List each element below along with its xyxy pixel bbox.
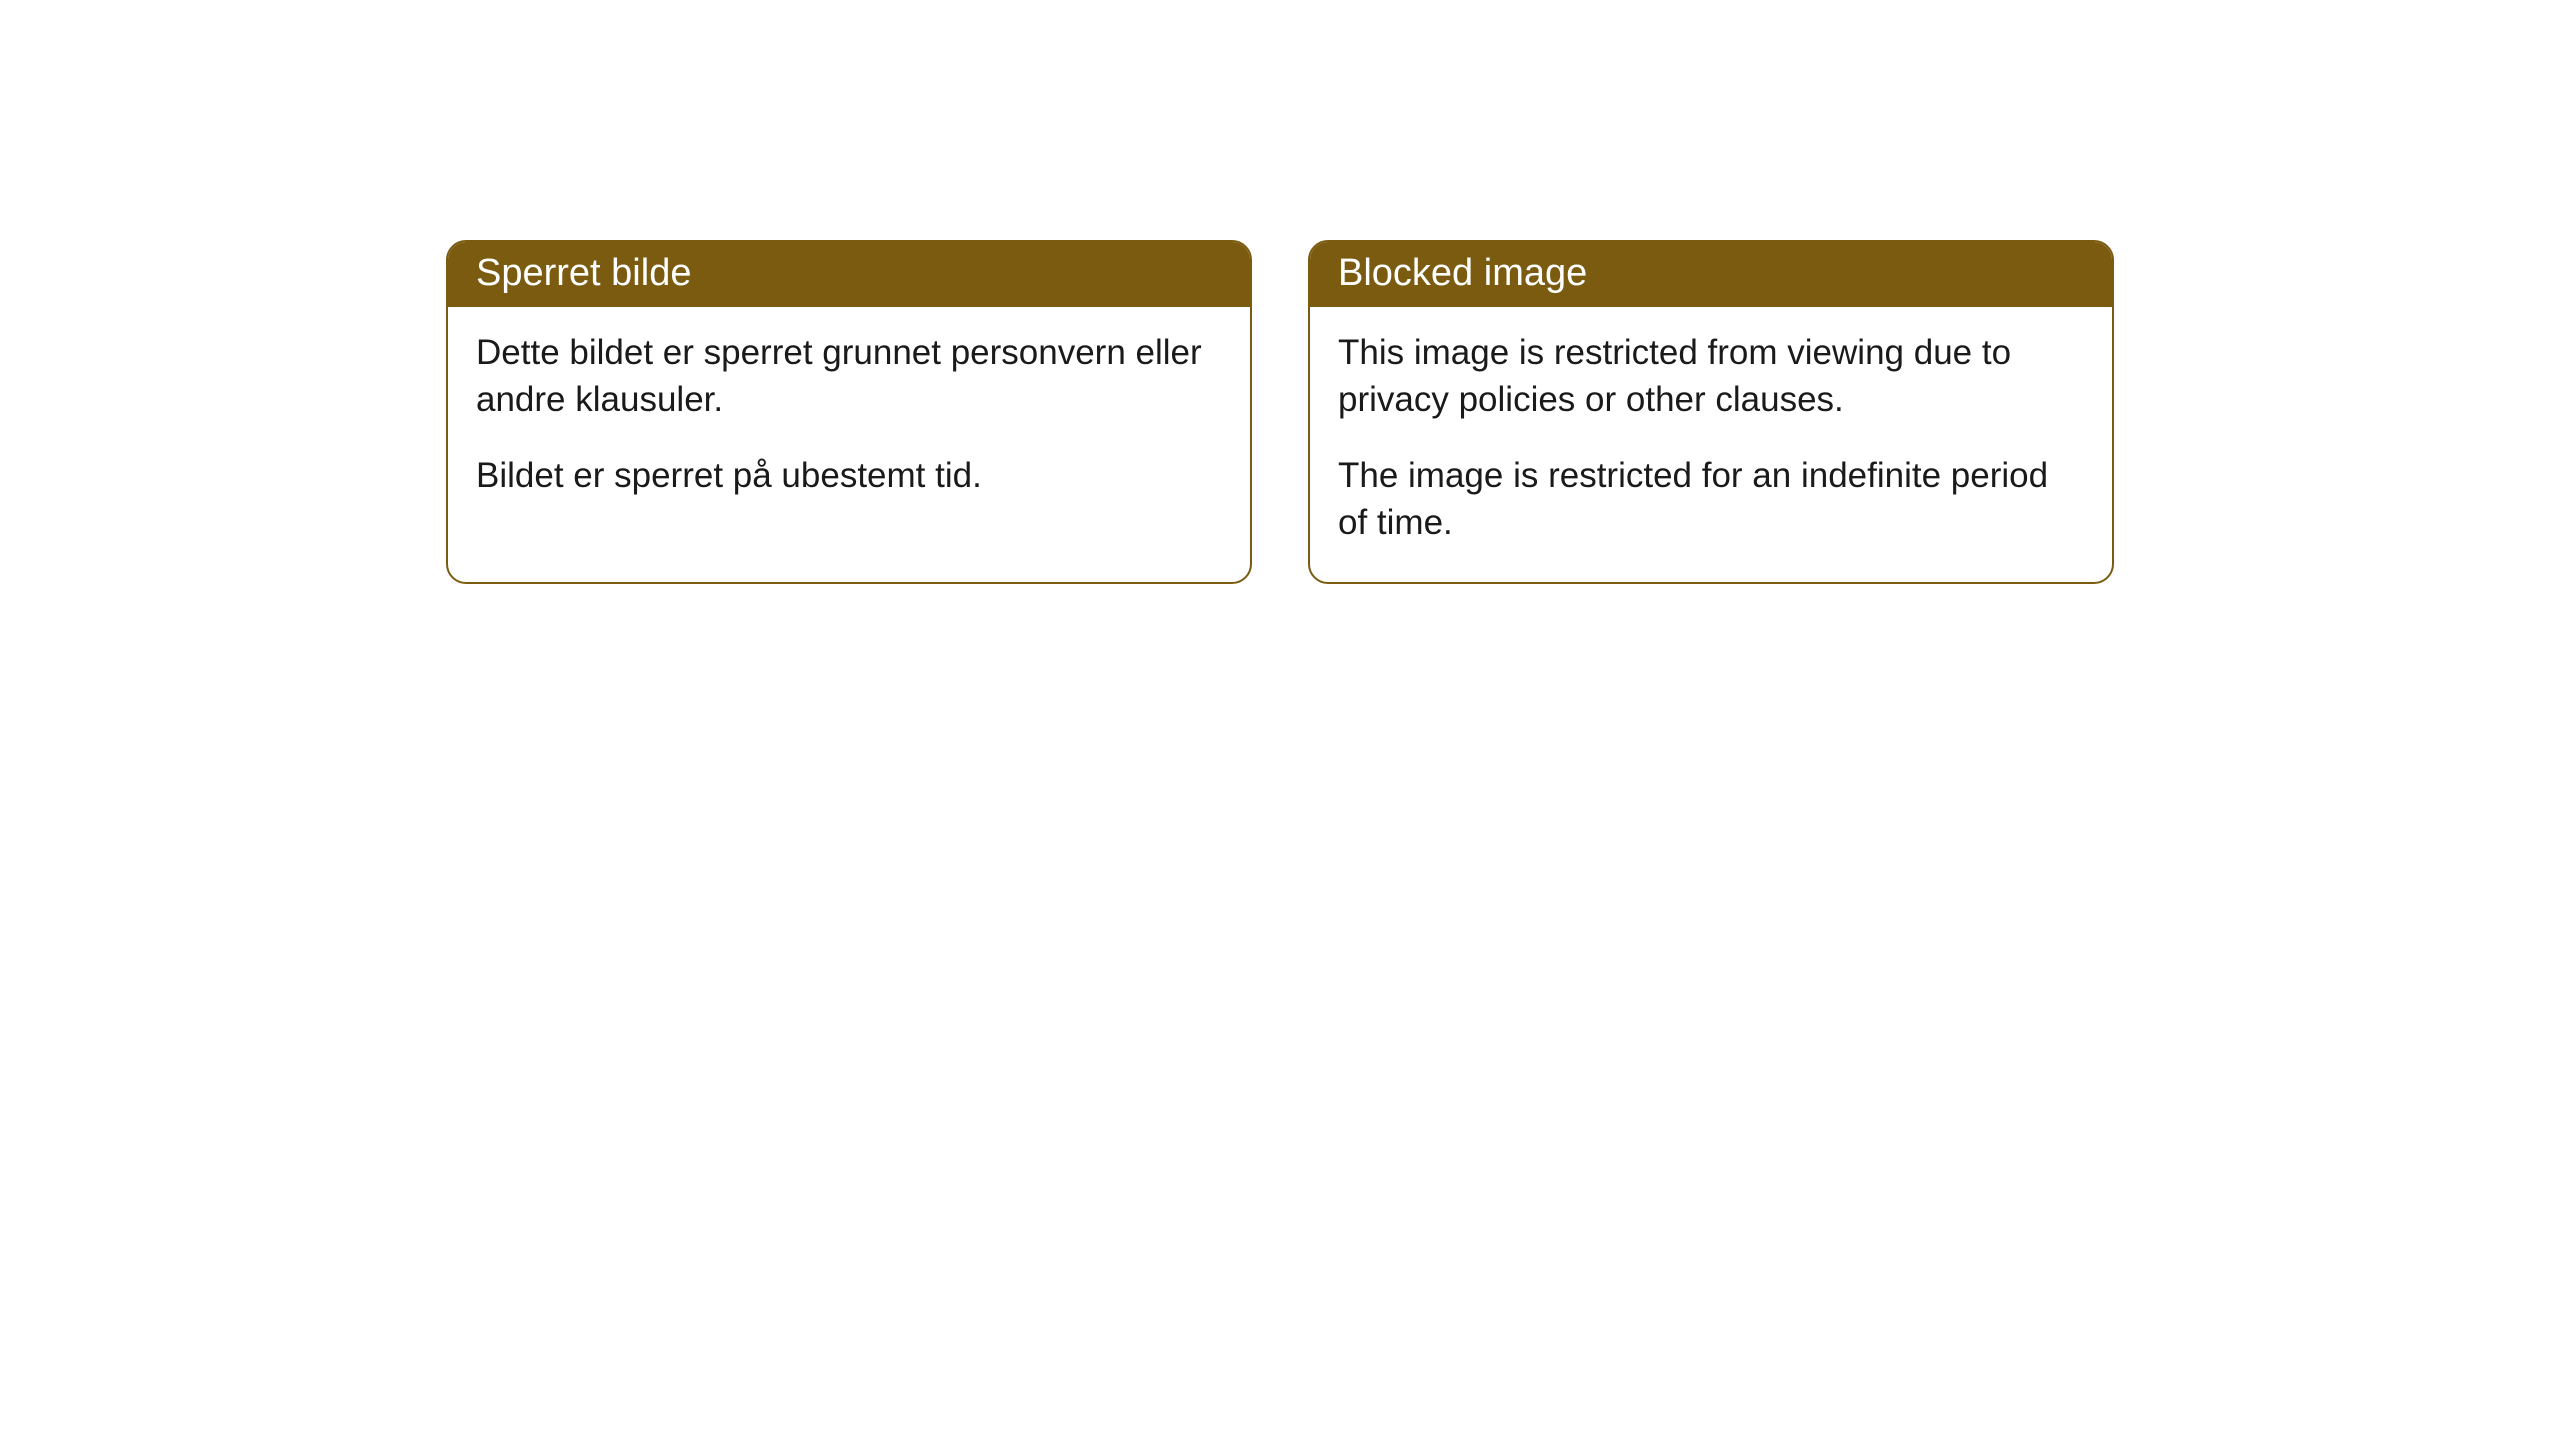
notice-card-english: Blocked image This image is restricted f… bbox=[1308, 240, 2114, 584]
notice-paragraph: Dette bildet er sperret grunnet personve… bbox=[476, 329, 1222, 424]
notice-card-norwegian: Sperret bilde Dette bildet er sperret gr… bbox=[446, 240, 1252, 584]
notice-header-norwegian: Sperret bilde bbox=[448, 242, 1250, 307]
notice-paragraph: The image is restricted for an indefinit… bbox=[1338, 452, 2084, 547]
notice-header-english: Blocked image bbox=[1310, 242, 2112, 307]
notice-paragraph: Bildet er sperret på ubestemt tid. bbox=[476, 452, 1222, 499]
notice-paragraph: This image is restricted from viewing du… bbox=[1338, 329, 2084, 424]
notice-cards-container: Sperret bilde Dette bildet er sperret gr… bbox=[446, 240, 2114, 584]
notice-body-english: This image is restricted from viewing du… bbox=[1310, 307, 2112, 582]
notice-body-norwegian: Dette bildet er sperret grunnet personve… bbox=[448, 307, 1250, 535]
